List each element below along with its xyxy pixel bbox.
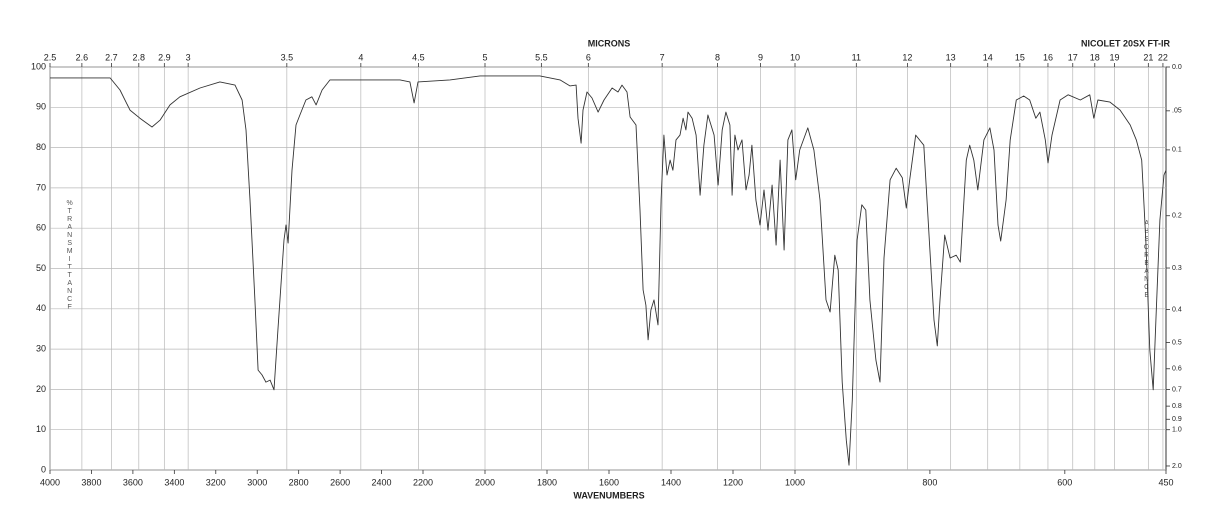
x-tick-label: 2200	[413, 477, 433, 487]
top-axis-label: MICRONS	[588, 38, 631, 48]
x-tick-label: 2600	[330, 477, 350, 487]
top-tick-label: 15	[1015, 52, 1025, 62]
y2-tick-label: 0.1	[1172, 147, 1182, 154]
x-tick-label: 2400	[372, 477, 392, 487]
top-tick-label: 4.5	[412, 52, 425, 62]
y2-tick-label: 0.8	[1172, 403, 1182, 410]
top-tick-label: 5	[482, 52, 487, 62]
top-tick-label: 18	[1090, 52, 1100, 62]
y-tick-label: 40	[36, 303, 46, 313]
y2-tick-label: 0.9	[1172, 416, 1182, 423]
y-tick-label: 80	[36, 142, 46, 152]
y-tick-label: 60	[36, 223, 46, 233]
y2-tick-label: 0.0	[1172, 64, 1182, 71]
x-tick-label: 4000	[40, 477, 60, 487]
y2-tick-label: 0.5	[1172, 339, 1182, 346]
x-tick-label: 2000	[475, 477, 495, 487]
top-tick-label: 12	[902, 52, 912, 62]
y2-tick-label: 0.4	[1172, 306, 1182, 313]
x-tick-label: 3000	[247, 477, 267, 487]
top-tick-label: 4	[358, 52, 363, 62]
y-axis-label: %TRANSMITTANCE	[66, 200, 73, 312]
x-tick-label: 450	[1158, 477, 1173, 487]
top-tick-label: 19	[1110, 52, 1120, 62]
x-tick-label: 3800	[81, 477, 101, 487]
spectrum-line	[50, 75, 1167, 466]
y-tick-label: 30	[36, 343, 46, 353]
y2-tick-label: .05	[1172, 108, 1182, 115]
top-tick-label: 16	[1043, 52, 1053, 62]
top-tick-label: 3	[186, 52, 191, 62]
y-tick-label: 10	[36, 424, 46, 434]
top-tick-label: 2.9	[158, 52, 171, 62]
y2-tick-label: 2.0	[1172, 463, 1182, 470]
x-tick-label: 2800	[289, 477, 309, 487]
x-tick-label: 1800	[537, 477, 557, 487]
x-tick-label: 800	[922, 477, 937, 487]
top-tick-label: 9	[758, 52, 763, 62]
top-tick-label: 8	[715, 52, 720, 62]
top-tick-label: 14	[983, 52, 993, 62]
y-tick-label: 0	[41, 464, 46, 474]
y2-tick-label: 0.6	[1172, 366, 1182, 373]
y-tick-label: 90	[36, 102, 46, 112]
top-tick-label: 2.8	[133, 52, 146, 62]
x-tick-label: 3200	[206, 477, 226, 487]
top-tick-label: 7	[660, 52, 665, 62]
x-tick-label: 1200	[723, 477, 743, 487]
top-tick-label: 2.6	[76, 52, 89, 62]
y-tick-label: 70	[36, 182, 46, 192]
top-tick-label: 10	[790, 52, 800, 62]
x-tick-label: 600	[1057, 477, 1072, 487]
top-tick-label: 2.7	[105, 52, 118, 62]
x-tick-label: 1400	[661, 477, 681, 487]
y2-tick-label: 1.0	[1172, 427, 1182, 434]
y-tick-label: 100	[31, 61, 46, 71]
top-tick-label: 13	[946, 52, 956, 62]
y-tick-label: 50	[36, 263, 46, 273]
top-tick-label: 17	[1068, 52, 1078, 62]
top-tick-label: 6	[586, 52, 591, 62]
top-tick-label: 2.5	[44, 52, 57, 62]
y2-tick-label: 0.3	[1172, 265, 1182, 272]
top-tick-label: 21	[1143, 52, 1153, 62]
top-tick-label: 22	[1158, 52, 1168, 62]
top-tick-label: 3.5	[281, 52, 294, 62]
chart-title: NICOLET 20SX FT-IR	[1081, 38, 1171, 48]
x-tick-label: 1000	[785, 477, 805, 487]
y-tick-label: 20	[36, 384, 46, 394]
x-tick-label: 3600	[123, 477, 143, 487]
top-tick-label: 11	[852, 52, 861, 62]
y2-tick-label: 0.7	[1172, 386, 1182, 393]
x-tick-label: 3400	[164, 477, 184, 487]
x-axis-label: WAVENUMBERS	[573, 490, 644, 500]
y2-tick-label: 0.2	[1172, 213, 1182, 220]
top-tick-label: 5.5	[535, 52, 548, 62]
x-tick-label: 1600	[599, 477, 619, 487]
